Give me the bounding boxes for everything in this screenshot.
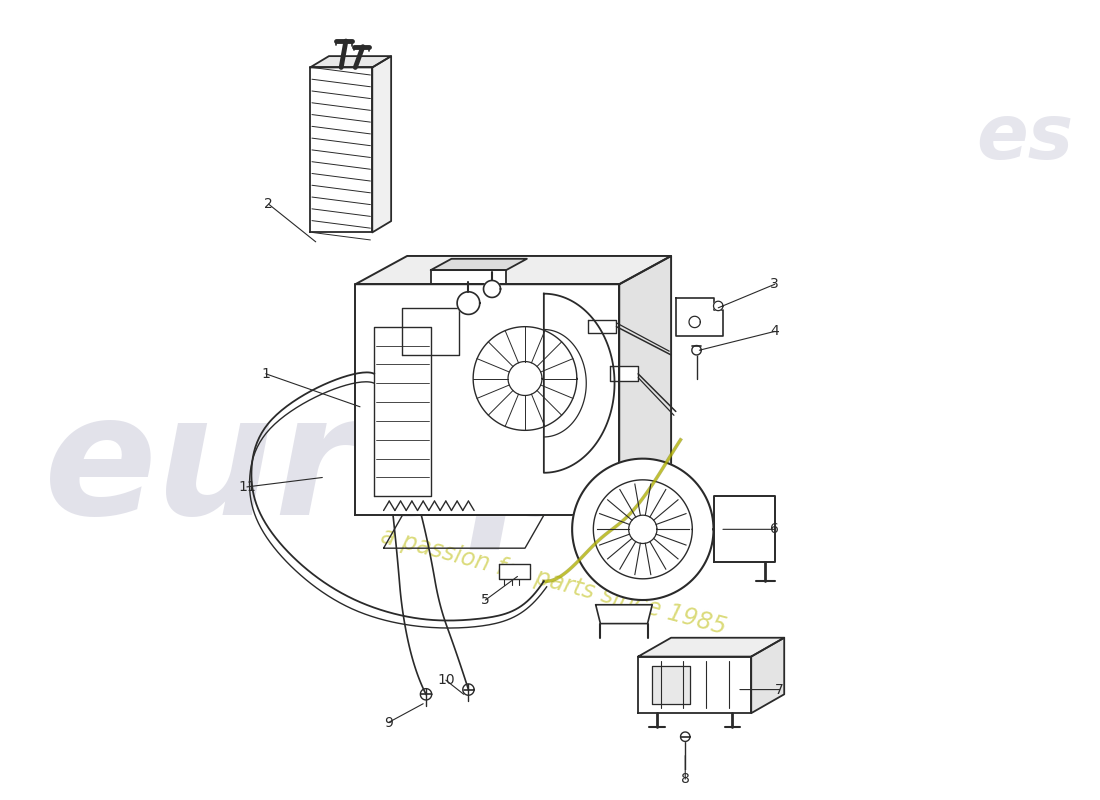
Polygon shape — [484, 281, 500, 298]
Text: 10: 10 — [437, 673, 454, 687]
Polygon shape — [609, 366, 638, 382]
Polygon shape — [689, 316, 701, 328]
Polygon shape — [498, 564, 530, 579]
Polygon shape — [652, 666, 690, 704]
Polygon shape — [572, 458, 714, 600]
Polygon shape — [629, 515, 657, 543]
Text: 6: 6 — [770, 522, 779, 536]
Polygon shape — [372, 56, 392, 233]
Polygon shape — [692, 346, 702, 355]
Text: 9: 9 — [384, 715, 393, 730]
Text: 1: 1 — [262, 366, 271, 381]
Polygon shape — [714, 496, 774, 562]
Text: 2: 2 — [264, 197, 273, 211]
Polygon shape — [458, 292, 480, 314]
Text: 4: 4 — [770, 324, 779, 338]
Polygon shape — [463, 684, 474, 695]
Polygon shape — [431, 270, 506, 284]
Polygon shape — [588, 320, 616, 334]
Polygon shape — [596, 605, 652, 623]
Polygon shape — [355, 284, 619, 515]
Text: 7: 7 — [776, 682, 784, 697]
Text: 5: 5 — [481, 593, 490, 607]
Polygon shape — [310, 67, 372, 233]
Polygon shape — [675, 298, 723, 336]
Polygon shape — [619, 256, 671, 515]
Polygon shape — [638, 638, 784, 657]
Polygon shape — [751, 638, 784, 713]
Polygon shape — [638, 657, 751, 713]
Polygon shape — [508, 362, 542, 395]
Polygon shape — [355, 256, 671, 284]
Polygon shape — [714, 302, 723, 310]
Polygon shape — [431, 258, 527, 270]
Text: europ: europ — [44, 386, 592, 550]
Polygon shape — [403, 308, 459, 355]
Text: 11: 11 — [238, 480, 256, 494]
Text: 8: 8 — [681, 772, 690, 786]
Polygon shape — [543, 294, 615, 473]
Polygon shape — [420, 689, 431, 700]
Text: 3: 3 — [770, 278, 779, 291]
Text: a passion for parts since 1985: a passion for parts since 1985 — [377, 523, 728, 639]
Text: es: es — [976, 101, 1074, 175]
Polygon shape — [310, 56, 392, 67]
Polygon shape — [681, 732, 690, 742]
